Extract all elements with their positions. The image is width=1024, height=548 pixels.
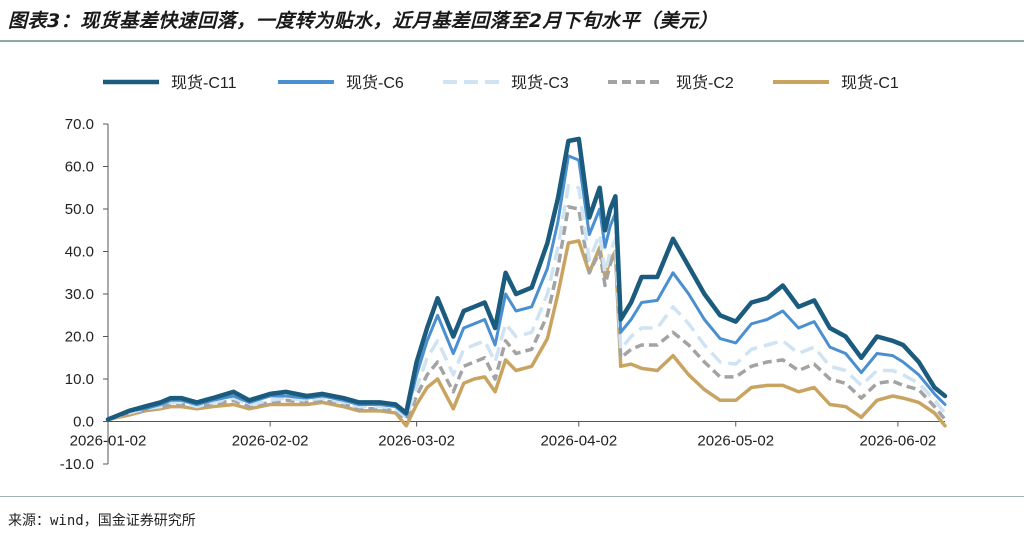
series-line: [106, 154, 947, 421]
source-note: 来源：wind，国金证券研究所: [8, 513, 196, 529]
legend-label: 现货-C1: [841, 74, 899, 92]
y-tick-label: 60.0: [65, 159, 94, 176]
x-tick-label: 2026-03-02: [378, 433, 455, 450]
chart-series: [105, 136, 948, 428]
y-tick-label: -10.0: [60, 456, 94, 473]
x-tick-label: 2026-06-02: [860, 433, 937, 450]
source-divider: [0, 496, 1024, 497]
chart-legend: 现货-C11 现货-C6 现货-C3 现货-C2 现货-C1: [103, 74, 899, 92]
legend-label: 现货-C3: [511, 74, 569, 92]
x-tick-label: 2026-05-02: [697, 433, 774, 450]
y-tick-label: 20.0: [65, 329, 94, 346]
series-line: [105, 136, 948, 422]
series-line: [107, 205, 947, 422]
y-tick-label: 30.0: [65, 286, 94, 303]
chart-title: 图表3：现货基差快速回落，一度转为贴水，近月基差回落至2月下旬水平（美元）: [8, 10, 718, 32]
title-divider: [0, 40, 1024, 42]
series-line: [106, 239, 947, 428]
y-tick-label: 40.0: [65, 244, 94, 261]
legend-label: 现货-C6: [346, 74, 404, 92]
legend-label: 现货-C11: [171, 74, 237, 92]
chart-axes: 70.0 60.0 50.0 40.0 30.0 20.0 10.0 0.0 -10.0 2026…: [60, 116, 945, 473]
series-line: [107, 183, 947, 422]
y-tick-label: 10.0: [65, 371, 94, 388]
x-tick-label: 2026-01-02: [70, 433, 147, 450]
y-tick-label: 70.0: [65, 116, 94, 133]
y-tick-label: 0.0: [73, 414, 94, 431]
y-tick-label: 50.0: [65, 201, 94, 218]
basis-line-chart: 现货-C11 现货-C6 现货-C3 现货-C2 现货-C1 70.0 60.0 50.0 4…: [60, 74, 948, 473]
x-tick-label: 2026-04-02: [540, 433, 617, 450]
legend-label: 现货-C2: [676, 74, 734, 92]
x-tick-label: 2026-02-02: [232, 433, 309, 450]
